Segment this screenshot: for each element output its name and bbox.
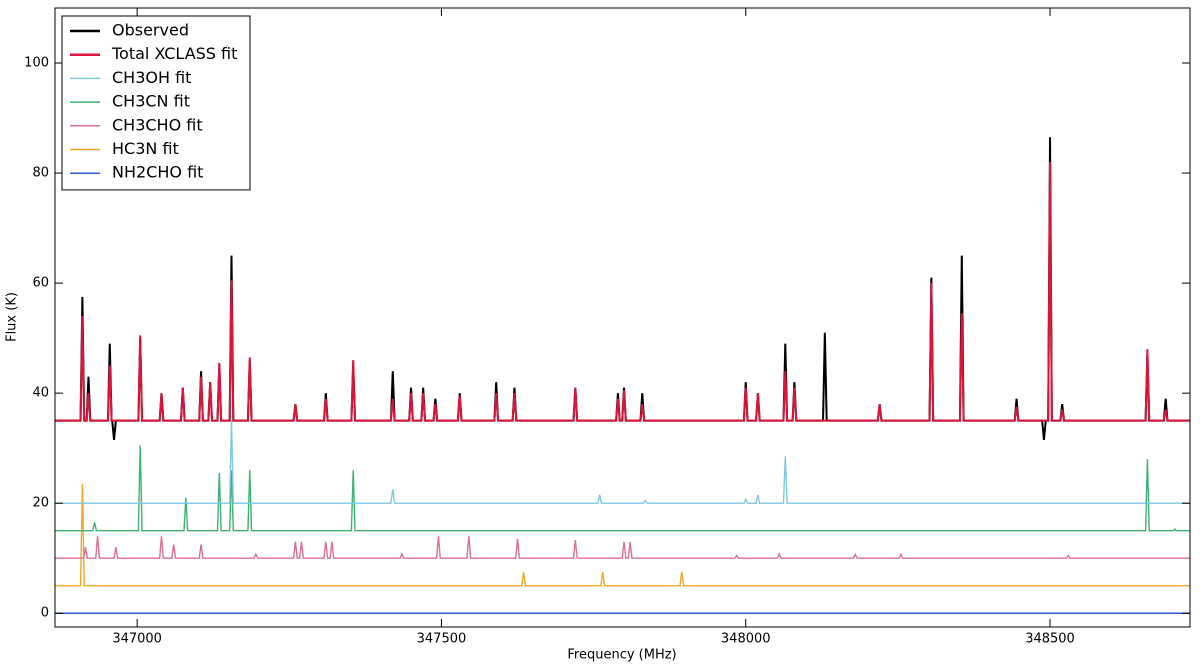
x-axis-label: Frequency (MHz) — [567, 648, 676, 663]
y-tick-label: 0 — [41, 606, 49, 621]
y-tick-label: 100 — [24, 56, 49, 71]
x-tick-label: 348000 — [721, 632, 771, 647]
plot-frame — [54, 7, 1191, 628]
y-tick-label: 80 — [32, 166, 49, 181]
series-line — [55, 420, 1190, 504]
legend-label: CH3CHO fit — [112, 115, 203, 134]
series-line — [55, 162, 1190, 422]
series-line — [55, 536, 1190, 559]
y-tick-label: 40 — [32, 386, 49, 401]
series-line — [55, 483, 1190, 587]
legend-label: CH3CN fit — [112, 92, 190, 111]
x-tick-label: 347000 — [112, 632, 162, 647]
y-tick-label: 20 — [32, 496, 49, 511]
legend-label: Total XCLASS fit — [111, 44, 237, 63]
legend-label: NH2CHO fit — [112, 163, 203, 182]
y-axis-label: Flux (K) — [5, 292, 20, 342]
x-tick-label: 348500 — [1025, 632, 1075, 647]
x-tick-label: 347500 — [417, 632, 467, 647]
legend-label: CH3OH fit — [112, 68, 191, 87]
legend-label: Observed — [112, 21, 189, 40]
series-line — [55, 445, 1190, 532]
y-tick-label: 60 — [32, 276, 49, 291]
legend-label: HC3N fit — [112, 139, 179, 158]
legend-box — [61, 15, 251, 191]
